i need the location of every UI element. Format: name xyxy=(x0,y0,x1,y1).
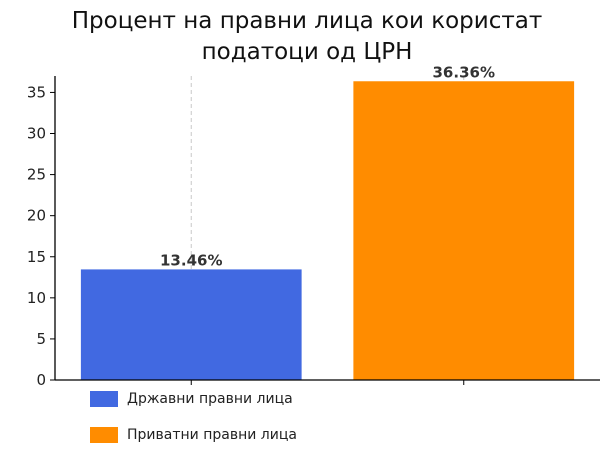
y-tick-label-2: 10 xyxy=(27,289,46,307)
y-tick-label-5: 25 xyxy=(27,166,46,184)
chart-title-line-1: Процент на правни лица кои користат xyxy=(71,8,543,34)
y-tick-label-7: 35 xyxy=(27,83,46,101)
bar-1 xyxy=(353,81,575,381)
y-tick-label-6: 30 xyxy=(27,125,46,143)
y-tick-label-4: 20 xyxy=(27,207,46,225)
legend-label-state: Државни правни лица xyxy=(127,391,293,407)
legend-swatch-private xyxy=(90,427,118,443)
y-tick-label-3: 15 xyxy=(27,248,46,266)
bar-value-label-0: 13.46% xyxy=(160,251,222,269)
bar-value-label-1: 36.36% xyxy=(433,63,495,81)
legend: Државни правни лица Приватни правни лица xyxy=(90,390,297,462)
legend-swatch-state xyxy=(90,391,118,407)
chart-title-line-2: податоци од ЦРН xyxy=(201,39,413,65)
legend-item-state: Државни правни лица xyxy=(90,390,297,408)
legend-item-private: Приватни правни лица xyxy=(90,426,297,444)
y-tick-label-1: 5 xyxy=(36,330,46,348)
legend-label-private: Приватни правни лица xyxy=(127,427,297,443)
y-tick-label-0: 0 xyxy=(36,371,46,389)
bar-0 xyxy=(80,269,302,380)
